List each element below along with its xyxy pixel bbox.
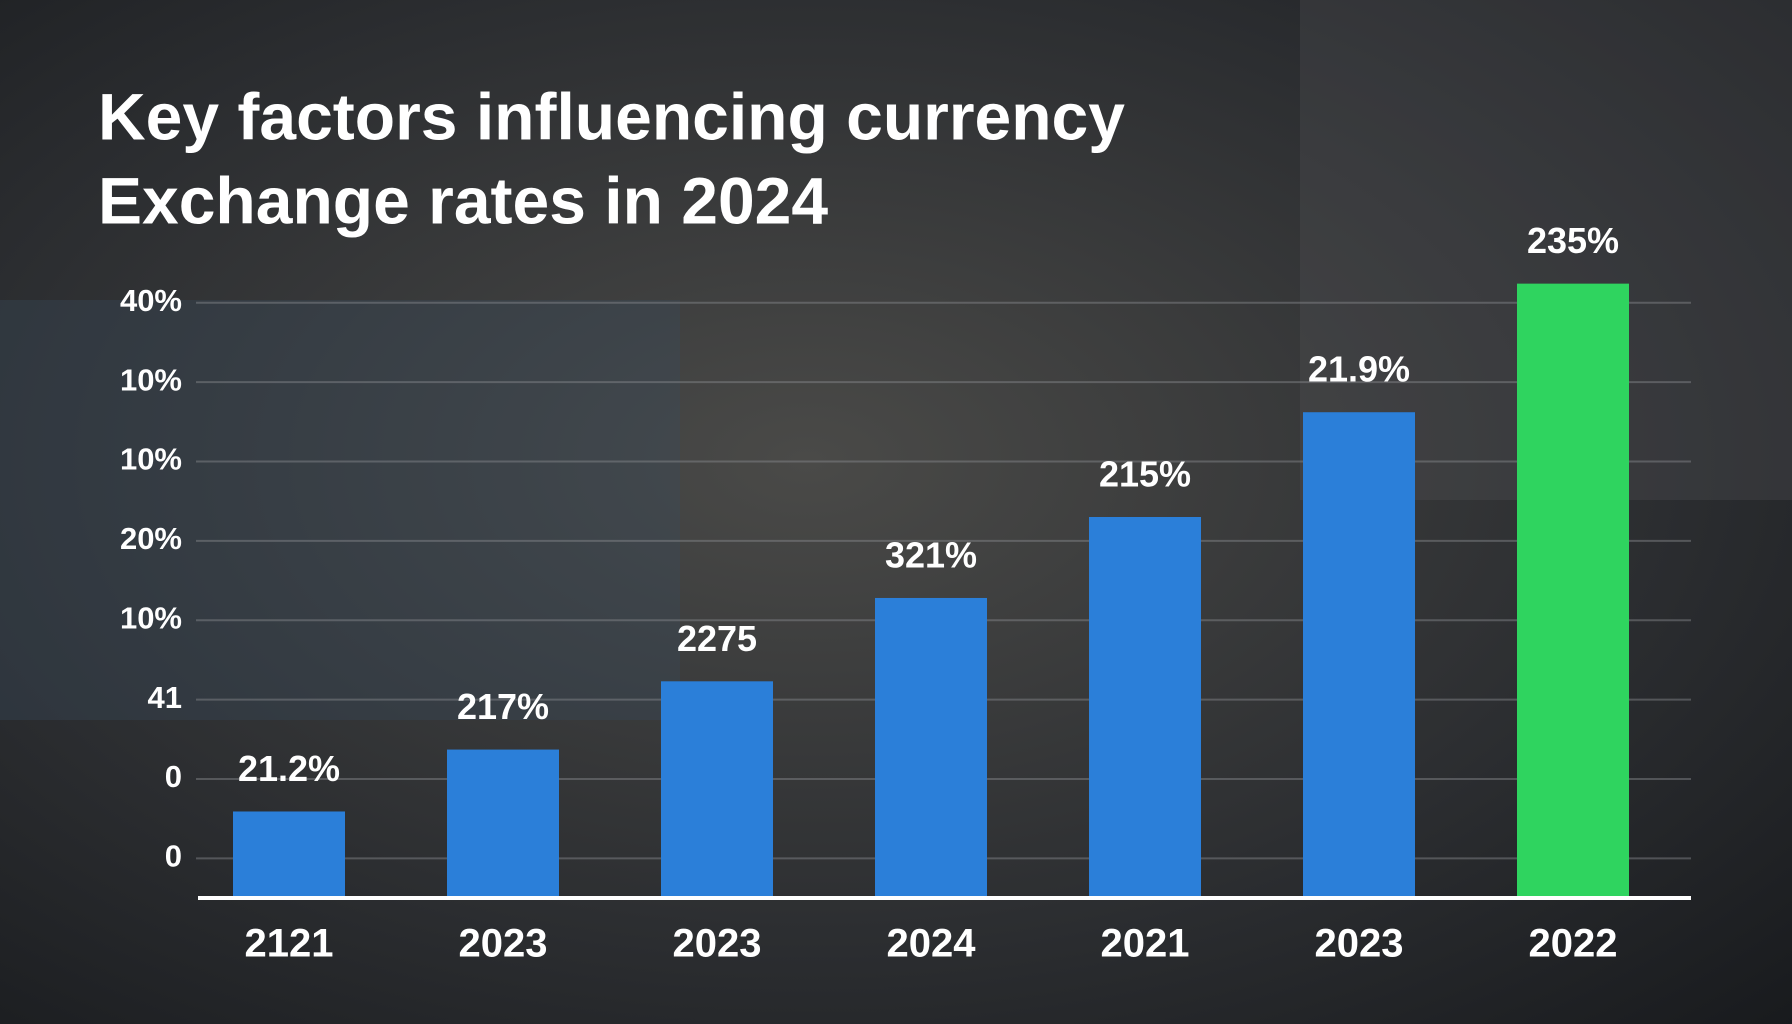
value-label: 217%	[457, 686, 549, 727]
chart-title: Exchange rates in 2024	[98, 163, 828, 237]
x-tick-label: 2024	[887, 922, 977, 966]
x-tick-label: 2021	[1101, 922, 1190, 966]
value-label: 235%	[1527, 220, 1619, 261]
value-label: 321%	[885, 534, 977, 575]
x-tick-label: 2023	[673, 922, 762, 966]
background-decor	[0, 300, 680, 720]
value-label: 21.2%	[238, 748, 340, 789]
y-tick-label: 0	[165, 839, 182, 874]
y-tick-label: 10%	[120, 600, 182, 635]
y-tick-label: 20%	[120, 521, 182, 556]
bar	[661, 681, 773, 898]
y-tick-label: 10%	[120, 362, 182, 397]
x-tick-label: 2023	[1315, 922, 1404, 966]
x-tick-label: 2023	[459, 922, 548, 966]
y-tick-label: 41	[148, 680, 182, 715]
bar	[1303, 412, 1415, 898]
bar	[447, 749, 559, 898]
y-tick-label: 0	[165, 759, 182, 794]
y-tick-label: 40%	[120, 283, 182, 318]
bar	[233, 811, 345, 898]
chart-title: Key factors influencing currency	[98, 79, 1125, 153]
y-tick-label: 10%	[120, 442, 182, 477]
bar	[1089, 517, 1201, 898]
value-label: 215%	[1099, 454, 1191, 495]
bar	[1517, 283, 1629, 898]
value-label: 2275	[677, 618, 757, 659]
x-tick-label: 2121	[245, 922, 334, 966]
bar	[875, 597, 987, 898]
value-label: 21.9%	[1308, 349, 1410, 390]
x-tick-label: 2022	[1529, 922, 1618, 966]
